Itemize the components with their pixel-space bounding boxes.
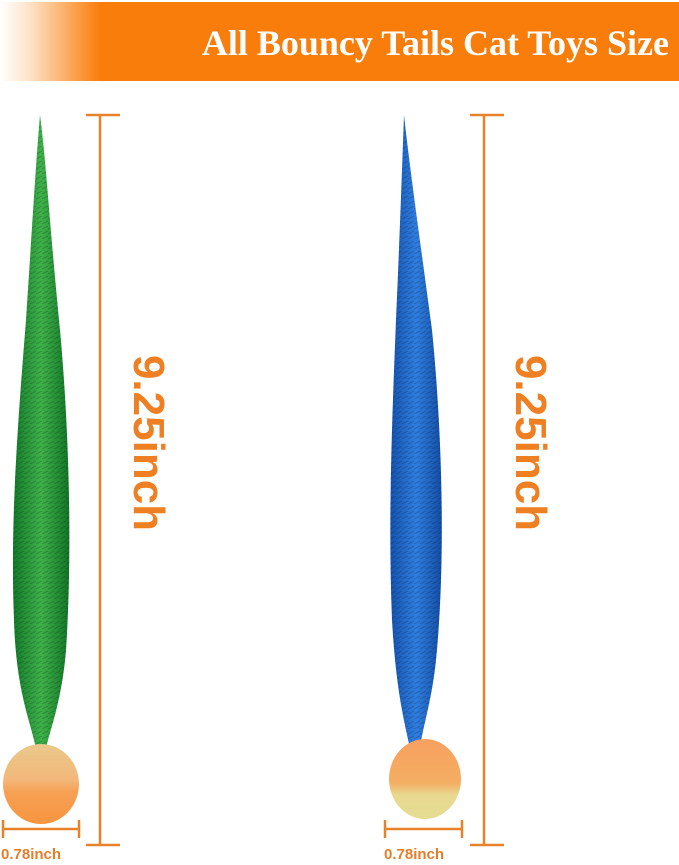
blue-toy-ball xyxy=(389,739,461,819)
blue-ball-size-label: 0.78inch xyxy=(384,846,445,863)
title-banner: All Bouncy Tails Cat Toys Size xyxy=(0,2,679,81)
green-ball-measure-line xyxy=(1,820,81,838)
blue-length-label: 9.25inch xyxy=(506,354,555,532)
blue-length-measure-line xyxy=(470,113,504,847)
banner-title: All Bouncy Tails Cat Toys Size xyxy=(201,23,669,63)
green-length-measure-line xyxy=(86,113,120,847)
green-length-label: 9.25inch xyxy=(124,354,173,532)
blue-tail xyxy=(390,115,442,748)
blue-ball-measure-line xyxy=(383,820,464,838)
green-toy-ball xyxy=(3,744,79,824)
green-ball-size-label: 0.78inch xyxy=(1,846,62,863)
green-tail xyxy=(12,115,70,748)
